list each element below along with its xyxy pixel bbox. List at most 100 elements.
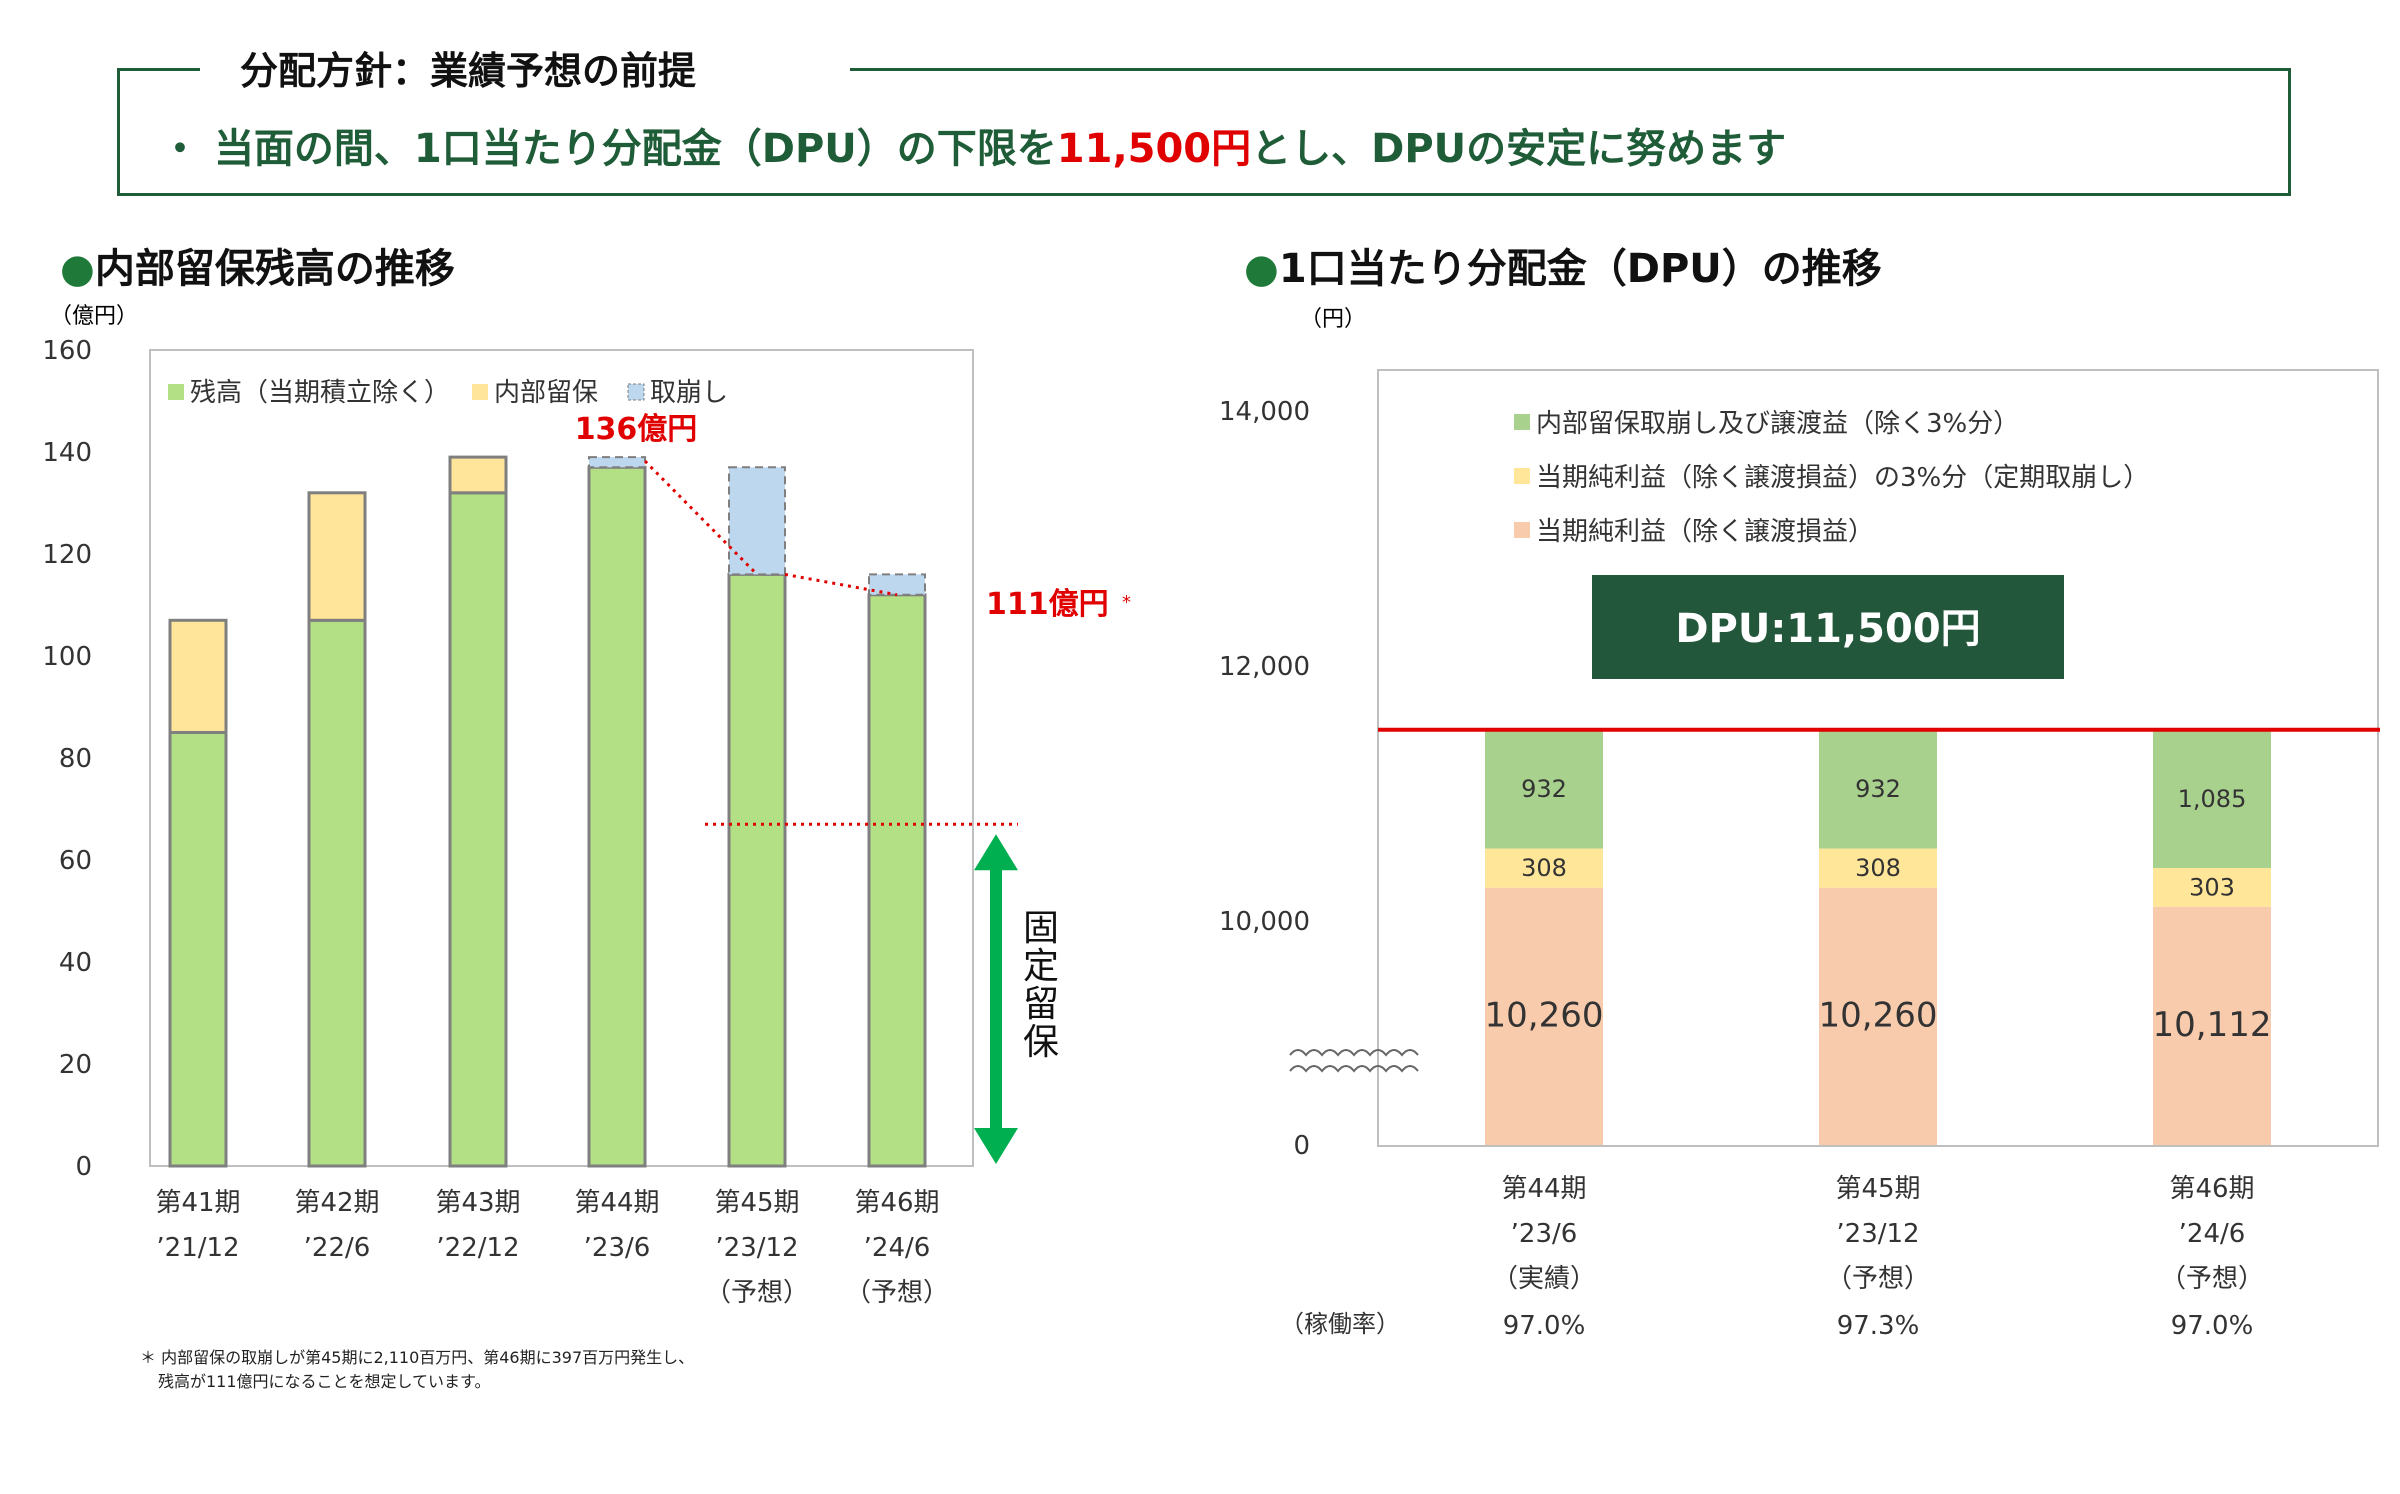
right-x-tick-label: ’23/6 [1511, 1219, 1578, 1249]
left-unit-label: （億円） [50, 304, 138, 329]
left-x-tick-label: 第45期 [714, 1188, 799, 1218]
right-bar-value-label: 10,112 [2153, 1005, 2272, 1045]
right-bar-segment [1819, 887, 1937, 1145]
left-bar-segment [867, 593, 927, 1168]
right-bar-value-label: 932 [1521, 775, 1567, 803]
left-x-tick-label: 第46期 [854, 1188, 939, 1218]
arrow-shaft [990, 866, 1002, 1132]
arrow-head-up [974, 834, 1018, 871]
reserve-balance-chart: （億円） 0 20 40 60 80 100 120 140 160 第41期 ’21/12 第42… [42, 304, 1131, 1308]
left-x-tick-label: ’21/12 [156, 1233, 239, 1263]
left-x-tick-label: 第43期 [435, 1188, 520, 1218]
axis-break-icon [1289, 1049, 1419, 1073]
right-y-axis: 0 10,000 12,000 14,000 [1219, 397, 1310, 1161]
callout-136: 136億円 [575, 412, 698, 447]
left-bar-segment [727, 572, 787, 1168]
left-bar-segment [587, 465, 647, 1168]
left-legend-swatch [627, 383, 645, 401]
left-bar-segment [448, 455, 508, 495]
occupancy-value: 97.0% [2171, 1311, 2254, 1341]
dpu-box [1592, 575, 2064, 679]
left-bars [168, 455, 927, 1168]
policy-statement: ・ 当面の間、1口当たり分配金（DPU）の下限を11,500円とし、DPUの安定… [160, 116, 1786, 174]
right-x-tick-label: 第44期 [1501, 1174, 1586, 1204]
right-bar-segment [2153, 906, 2271, 1145]
left-x-tick-label: ’22/12 [436, 1233, 519, 1263]
right-y-tick-label: 10,000 [1219, 907, 1310, 937]
left-bar-segment [868, 573, 926, 596]
right-bar-value-label: 308 [1855, 854, 1901, 882]
occupancy-values: 97.0% 97.3% 97.0% [1503, 1311, 2254, 1341]
left-y-axis: 0 20 40 60 80 100 120 140 160 [42, 336, 92, 1182]
axis-break-wave [1289, 1065, 1419, 1073]
occupancy-value: 97.0% [1503, 1311, 1586, 1341]
occupancy-label: （稼働率） [1280, 1310, 1400, 1338]
left-x-axis: 第41期 ’21/12 第42期 ’22/6 第43期 ’22/12 第44期 ’23/6 第4… [155, 1188, 949, 1308]
right-legend-swatch [1514, 414, 1530, 430]
left-y-tick-label: 160 [42, 336, 92, 366]
left-bar-segment [168, 618, 228, 734]
footnote-line-2: 残高が111億円になることを想定しています。 [158, 1372, 491, 1391]
left-y-tick-label: 0 [75, 1152, 92, 1182]
left-y-tick-label: 140 [42, 438, 92, 468]
left-legend: 残高（当期積立除く） 内部留保 取崩し [168, 378, 728, 408]
double-arrow-icon [974, 834, 1018, 1164]
left-bar-segment [307, 491, 367, 622]
left-y-tick-label: 100 [42, 642, 92, 672]
bullet-dot-icon: ● [1244, 246, 1279, 292]
right-legend-label: 当期純利益（除く譲渡損益）の3%分（定期取崩し） [1536, 463, 2149, 493]
right-x-tick-label: ’23/12 [1836, 1219, 1919, 1249]
left-x-tick-label: （予想） [845, 1278, 949, 1308]
fixed-reserve-char: 保 [1023, 1022, 1059, 1063]
trend-line-a [643, 460, 759, 576]
fixed-reserve-char: 固 [1023, 908, 1059, 949]
right-section-title-text: 1口当たり分配金（DPU）の推移 [1278, 246, 1882, 292]
left-legend-label: 取崩し [650, 378, 728, 408]
left-x-tick-label: ’22/6 [304, 1233, 371, 1263]
left-x-tick-label: ’24/6 [864, 1233, 931, 1263]
right-bar-segment [1485, 729, 1603, 849]
right-legend: 内部留保取崩し及び譲渡益（除く3%分） 当期純利益（除く譲渡損益）の3%分（定期取… [1514, 409, 2149, 547]
right-x-tick-label: 第46期 [2169, 1174, 2254, 1204]
policy-text-after: とし、DPUの安定に努めます [1251, 126, 1787, 172]
left-x-tick-label: 第42期 [294, 1188, 379, 1218]
right-bar-segment [1485, 848, 1603, 888]
right-legend-label: 内部留保取崩し及び譲渡益（除く3%分） [1536, 409, 2019, 439]
right-unit-label: （円） [1300, 307, 1366, 332]
left-y-tick-label: 40 [59, 948, 92, 978]
dpu-box-label: DPU:11,500円 [1675, 606, 1980, 652]
left-x-tick-label: （予想） [705, 1278, 809, 1308]
axis-break-wave [1289, 1049, 1419, 1057]
right-legend-swatch [1514, 522, 1530, 538]
arrow-head-down [974, 1128, 1018, 1164]
left-section-title: ●内部留保残高の推移 [60, 236, 455, 294]
left-bar-segment [588, 456, 646, 469]
callout-asterisk: * [1122, 592, 1131, 613]
left-section-title-text: 内部留保残高の推移 [94, 246, 455, 292]
right-legend-label: 当期純利益（除く譲渡損益） [1536, 517, 1874, 547]
right-bar-value-label: 10,260 [1819, 995, 1938, 1035]
policy-dpu-floor: 11,500円 [1056, 126, 1252, 172]
right-x-tick-label: （予想） [1826, 1264, 1930, 1294]
left-bar-segment [168, 731, 228, 1168]
right-bar-value-label: 1,085 [2178, 785, 2247, 813]
right-bar-segment [1819, 848, 1937, 888]
policy-text-before: 当面の間、1口当たり分配金（DPU）の下限を [213, 126, 1057, 172]
right-bar-segment [1819, 729, 1937, 849]
footnote: ＊ 内部留保の取崩しが第45期に2,110百万円、第46期に397百万円発生し、… [140, 1346, 694, 1394]
fixed-reserve-char: 定 [1023, 946, 1059, 987]
left-y-tick-label: 120 [42, 540, 92, 570]
right-section-title: ●1口当たり分配金（DPU）の推移 [1244, 236, 1882, 294]
callout-111: 111億円 [986, 587, 1109, 622]
right-bar-segment [2153, 868, 2271, 907]
right-bar-value-label: 932 [1855, 775, 1901, 803]
left-x-tick-label: ’23/12 [715, 1233, 798, 1263]
policy-bullet: ・ [160, 126, 200, 172]
left-bar-segment [448, 491, 508, 1168]
right-x-axis: 第44期 ’23/6 （実績） 第45期 ’23/12 （予想） 第46期 ’24/6 （予想） [1492, 1174, 2264, 1294]
left-x-tick-label: 第44期 [574, 1188, 659, 1218]
right-x-tick-label: （実績） [1492, 1264, 1596, 1294]
left-legend-swatch [472, 384, 488, 400]
right-x-tick-label: 第45期 [1835, 1174, 1920, 1204]
